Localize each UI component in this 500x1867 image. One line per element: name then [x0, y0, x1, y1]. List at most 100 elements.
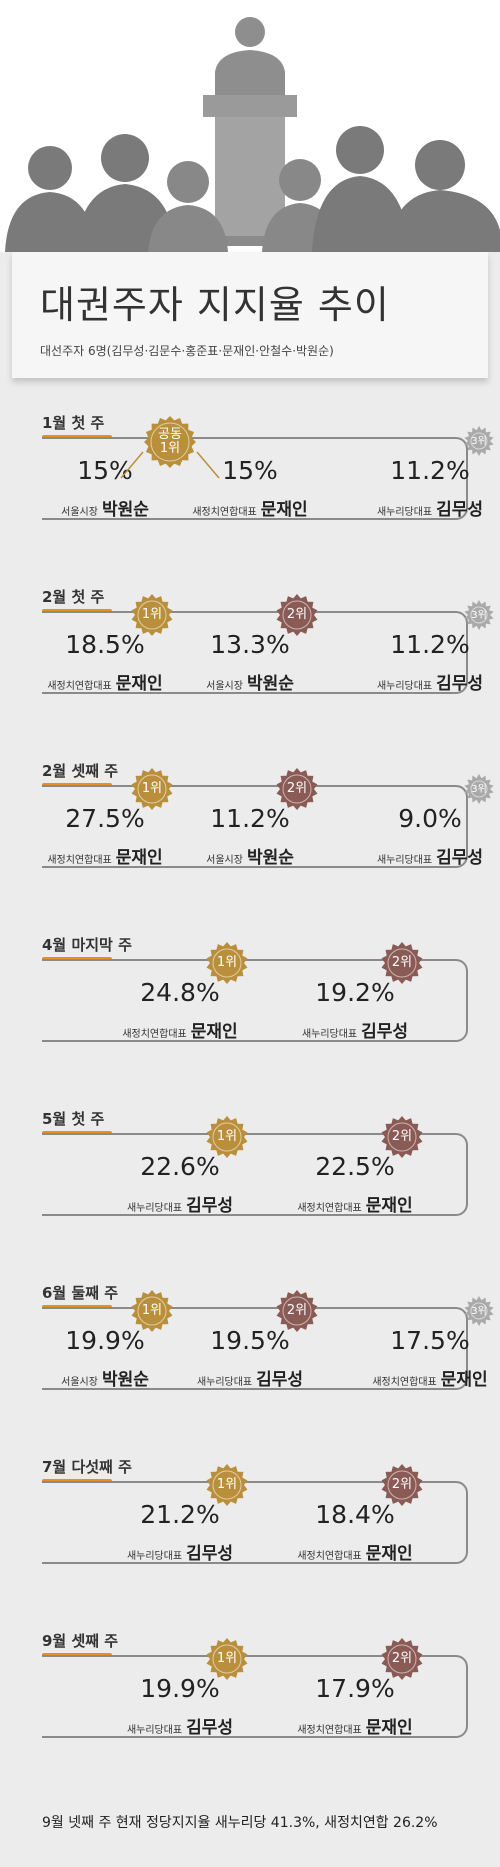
candidate-entry: 22.5% 새정치연합대표 문재인 2위 — [285, 1108, 425, 1216]
rank-label: 1위 — [216, 1476, 238, 1492]
candidate-name: 박원순 — [246, 674, 294, 694]
support-rate: 13.3% — [210, 630, 290, 659]
candidate-name: 문재인 — [440, 1370, 488, 1390]
candidate-identity: 새정치연합대표 문재인 — [285, 1539, 425, 1564]
candidate-identity: 새누리당대표 김무성 — [180, 1365, 320, 1390]
period-label: 9월 셋째 주 — [42, 1632, 119, 1650]
candidate-identity: 새정치연합대표 문재인 — [285, 1713, 425, 1738]
candidate-identity: 서울시장 박원순 — [35, 1365, 175, 1390]
rank-star-shape — [276, 768, 318, 810]
support-rate: 11.2% — [390, 630, 470, 659]
candidate-entry: 24.8% 새정치연합대표 문재인 1위 — [110, 934, 250, 1042]
candidate-name: 문재인 — [115, 848, 163, 868]
period-frame — [42, 1133, 468, 1216]
poll-section: 1월 첫 주 15% 서울시장 박원순 공동 1위 15% 새정치연합대표 문재인 11.2% 새… — [0, 412, 500, 562]
rank-badge: 3위 — [460, 422, 498, 460]
support-rate: 15% — [77, 456, 133, 485]
poll-section: 4월 마지막 주 24.8% 새정치연합대표 문재인 1위 19.2% 새누리당대표 김무성 2… — [0, 934, 500, 1084]
candidate-name: 문재인 — [260, 500, 308, 520]
support-rate: 9.0% — [398, 804, 462, 833]
candidate-role: 새정치연합대표 — [192, 507, 257, 518]
candidate-entry: 13.3% 서울시장 박원순 2위 — [180, 586, 322, 694]
period-label: 1월 첫 주 — [42, 414, 105, 432]
support-rate: 19.9% — [140, 1674, 220, 1703]
candidate-entry: 9.0% 새누리당대표 김무성 3위 — [360, 760, 500, 868]
candidate-role: 새정치연합대표 — [372, 1377, 437, 1388]
rank-label: 2위 — [286, 1302, 308, 1318]
rank-star-shape — [381, 942, 423, 984]
candidate-entry: 19.9% 새누리당대표 김무성 1위 — [110, 1630, 250, 1738]
header-illustration — [0, 0, 500, 252]
candidate-identity: 새누리당대표 김무성 — [285, 1017, 425, 1042]
candidate-role: 서울시장 — [206, 681, 243, 692]
rank-star-shape — [381, 1464, 423, 1506]
period-label: 5월 첫 주 — [42, 1110, 105, 1128]
rank-star-shape — [206, 1116, 248, 1158]
candidate-name: 김무성 — [436, 674, 484, 694]
candidate-role: 새누리당대표 — [126, 1551, 183, 1562]
rank-label: 2위 — [391, 1128, 413, 1144]
candidate-role: 새누리당대표 — [196, 1377, 253, 1388]
poll-section: 9월 셋째 주 19.9% 새누리당대표 김무성 1위 17.9% 새정치연합대표 문재인 2위 — [0, 1630, 500, 1780]
candidate-name: 김무성 — [186, 1718, 234, 1738]
candidate-role: 서울시장 — [61, 507, 98, 518]
rank-badge: 2위 — [272, 590, 322, 640]
poll-section: 6월 둘째 주 19.9% 서울시장 박원순 1위 19.5% 새누리당대표 김무성 2위 17.… — [0, 1282, 500, 1432]
rank-label: 1위 — [216, 1128, 238, 1144]
candidate-entry: 18.4% 새정치연합대표 문재인 2위 — [285, 1456, 425, 1564]
candidate-entry: 15% 새정치연합대표 문재인 — [180, 412, 320, 520]
rank-star-shape — [144, 416, 196, 468]
rank-label: 2위 — [286, 780, 308, 796]
rank-label: 공동 1위 — [158, 426, 182, 456]
rank-star-shape — [206, 1638, 248, 1680]
rank-label: 2위 — [391, 1476, 413, 1492]
period-label: 6월 둘째 주 — [42, 1284, 119, 1302]
rank-label: 2위 — [286, 606, 308, 622]
period-frame — [42, 437, 468, 520]
candidate-identity: 새누리당대표 김무성 — [360, 495, 500, 520]
support-rate: 18.4% — [315, 1500, 395, 1529]
candidate-entry: 15% 서울시장 박원순 공동 1위 — [35, 412, 220, 520]
candidate-identity: 서울시장 박원순 — [35, 495, 175, 520]
candidate-role: 새누리당대표 — [376, 507, 433, 518]
candidate-entry: 21.2% 새누리당대표 김무성 1위 — [110, 1456, 252, 1564]
support-rate: 17.5% — [390, 1326, 470, 1355]
rank-star-shape — [276, 1290, 318, 1332]
candidate-role: 새정치연합대표 — [297, 1551, 362, 1562]
candidate-role: 서울시장 — [61, 1377, 98, 1388]
period-label: 2월 셋째 주 — [42, 762, 119, 780]
candidate-name: 김무성 — [436, 848, 484, 868]
rank-star-shape — [131, 594, 173, 636]
rank-badge: 1위 — [202, 1112, 252, 1162]
candidate-name: 문재인 — [365, 1196, 413, 1216]
rank-badge: 3위 — [460, 770, 498, 808]
period-frame — [42, 1481, 468, 1564]
support-rate: 11.2% — [210, 804, 290, 833]
candidate-name: 박원순 — [101, 1370, 149, 1390]
candidate-identity: 새정치연합대표 문재인 — [180, 495, 320, 520]
rank-label: 3위 — [471, 1305, 487, 1317]
candidate-entry: 27.5% 새정치연합대표 문재인 1위 — [35, 760, 175, 868]
candidate-name: 박원순 — [246, 848, 294, 868]
candidate-entry: 19.2% 새누리당대표 김무성 2위 — [285, 934, 425, 1042]
rank-badge: 1위 — [202, 1460, 252, 1510]
period-frame — [42, 611, 468, 694]
candidate-entry: 11.2% 새누리당대표 김무성 3위 — [360, 586, 500, 694]
rank-star-shape — [131, 768, 173, 810]
support-rate: 19.9% — [65, 1326, 145, 1355]
rank-badge: 2위 — [377, 1634, 427, 1684]
rank-label: 3위 — [471, 435, 487, 447]
candidate-name: 문재인 — [190, 1022, 238, 1042]
poll-section: 7월 다섯째 주 21.2% 새누리당대표 김무성 1위 18.4% 새정치연합대표 문재인 2… — [0, 1456, 500, 1606]
period-frame — [42, 1307, 468, 1390]
rank-label: 1위 — [141, 606, 163, 622]
candidate-role: 새정치연합대표 — [47, 681, 112, 692]
rank-label: 3위 — [471, 783, 487, 795]
rank-star-shape — [464, 1296, 494, 1326]
poll-section: 2월 첫 주 18.5% 새정치연합대표 문재인 1위 13.3% 서울시장 박원순 2위 11.… — [0, 586, 500, 736]
candidate-role: 새누리당대표 — [126, 1725, 183, 1736]
candidate-role: 새누리당대표 — [376, 681, 433, 692]
rank-star-shape — [131, 1290, 173, 1332]
rank-label: 3위 — [471, 609, 487, 621]
